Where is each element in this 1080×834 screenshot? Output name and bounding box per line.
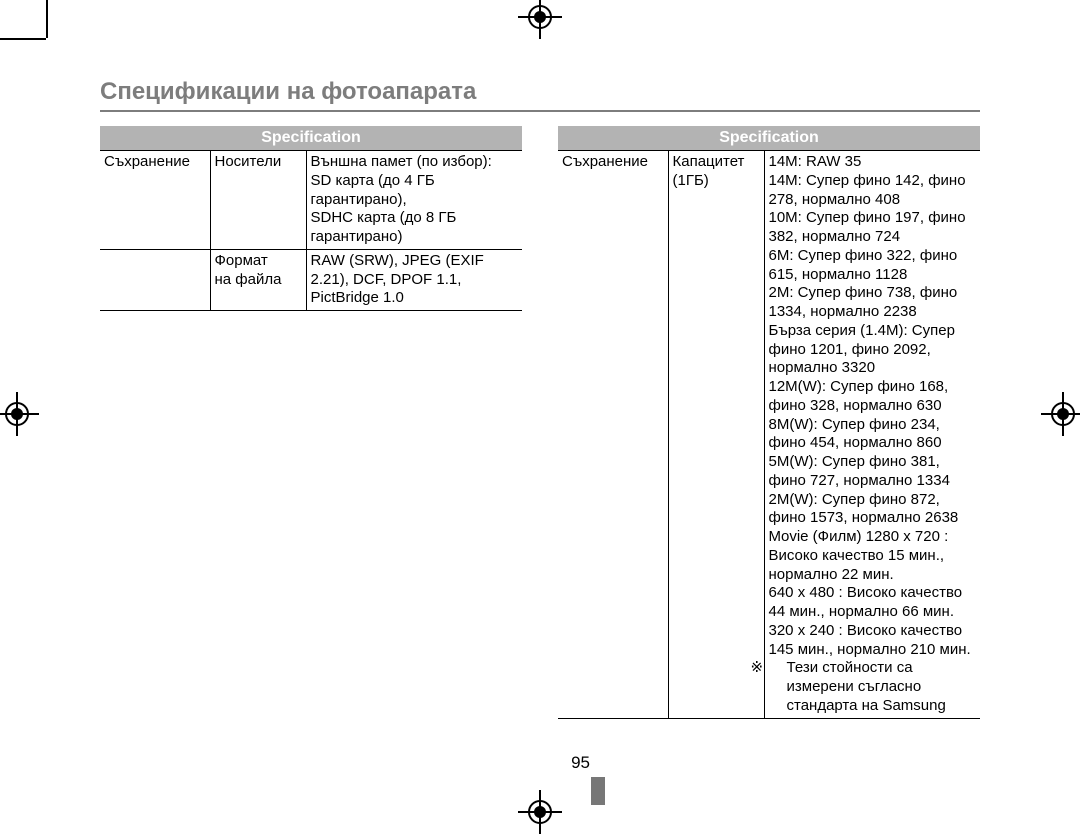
spec-column-right: Specification Съхранение Капацитет(1ГБ) … bbox=[558, 126, 980, 719]
crop-mark bbox=[0, 38, 46, 40]
category-cell: Съхранение bbox=[558, 151, 668, 719]
row-label: Форматна файла bbox=[210, 249, 306, 310]
table-header: Specification bbox=[558, 126, 980, 151]
content-area: Спецификации на фотоапарата Specificatio… bbox=[100, 78, 980, 719]
row-value: Външна памет (по избор):SD карта (до 4 Г… bbox=[306, 151, 522, 250]
register-mark-icon bbox=[1051, 402, 1075, 426]
page-number: 95 bbox=[571, 753, 590, 773]
row-value: RAW (SRW), JPEG (EXIF 2.21), DCF, DPOF 1… bbox=[306, 249, 522, 310]
register-mark-icon bbox=[528, 5, 552, 29]
row-label: Капацитет(1ГБ) bbox=[668, 151, 764, 719]
page-tab-marker bbox=[591, 777, 605, 805]
row-value: 14M: RAW 3514M: Супер фино 142, фино 278… bbox=[764, 151, 980, 719]
register-mark-icon bbox=[528, 800, 552, 824]
row-label: Носители bbox=[210, 151, 306, 250]
register-mark-icon bbox=[5, 402, 29, 426]
table-header: Specification bbox=[100, 126, 522, 151]
page: Спецификации на фотоапарата Specificatio… bbox=[0, 0, 1080, 829]
crop-mark bbox=[46, 0, 48, 38]
page-title: Спецификации на фотоапарата bbox=[100, 78, 980, 112]
category-cell: Съхранение bbox=[100, 151, 210, 250]
spec-table-right: Specification Съхранение Капацитет(1ГБ) … bbox=[558, 126, 980, 719]
category-cell-empty bbox=[100, 249, 210, 310]
spec-table-left: Specification Съхранение Носители Външна… bbox=[100, 126, 522, 311]
spec-column-left: Specification Съхранение Носители Външна… bbox=[100, 126, 522, 719]
